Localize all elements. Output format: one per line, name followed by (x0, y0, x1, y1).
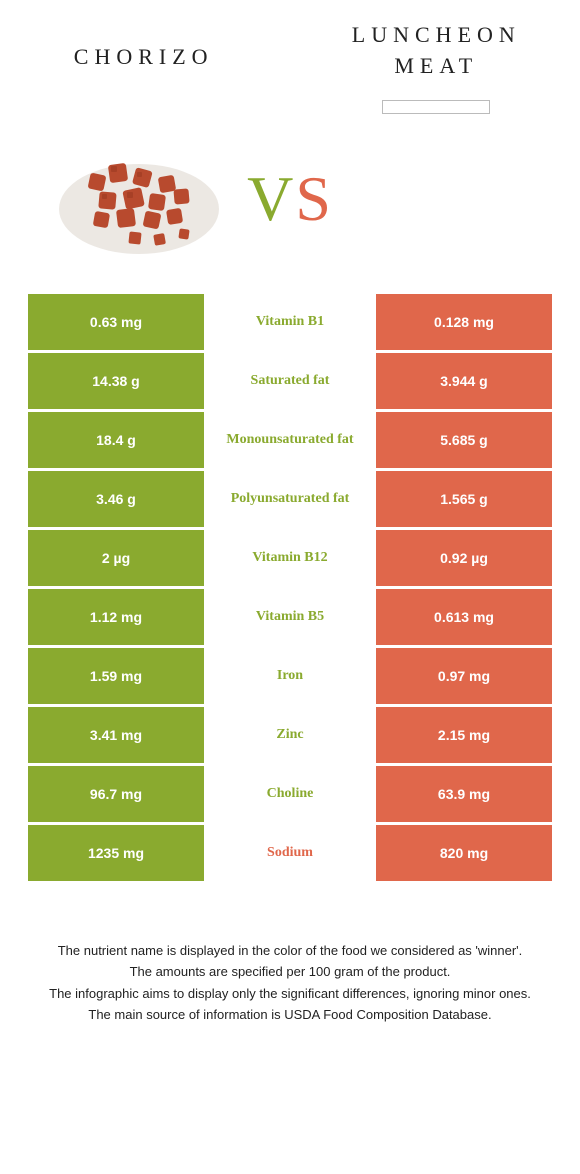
value-left: 2 µg (28, 530, 204, 586)
table-row: 3.41 mg Zinc 2.15 mg (28, 707, 552, 763)
nutrient-name: Zinc (207, 707, 373, 763)
footer-line: The infographic aims to display only the… (44, 984, 536, 1004)
vs-s: S (295, 163, 333, 234)
food-title-left: CHORIZO (24, 44, 263, 70)
value-right: 0.128 mg (376, 294, 552, 350)
food-title-right: LUNCHEON MEAT (317, 20, 556, 114)
header: CHORIZO LUNCHEON MEAT (24, 20, 556, 114)
nutrient-name: Vitamin B1 (207, 294, 373, 350)
vs-row: VS (24, 134, 556, 264)
value-right: 820 mg (376, 825, 552, 881)
value-right: 1.565 g (376, 471, 552, 527)
table-row: 14.38 g Saturated fat 3.944 g (28, 353, 552, 409)
table-row: 2 µg Vitamin B12 0.92 µg (28, 530, 552, 586)
table-row: 1.59 mg Iron 0.97 mg (28, 648, 552, 704)
value-right: 2.15 mg (376, 707, 552, 763)
chorizo-image (49, 134, 229, 264)
footer-line: The main source of information is USDA F… (44, 1005, 536, 1025)
food-title-right-text: LUNCHEON MEAT (317, 20, 556, 82)
nutrient-name: Vitamin B12 (207, 530, 373, 586)
footer-notes: The nutrient name is displayed in the co… (24, 941, 556, 1025)
value-right: 63.9 mg (376, 766, 552, 822)
value-left: 3.41 mg (28, 707, 204, 763)
value-right: 0.92 µg (376, 530, 552, 586)
infographic-container: CHORIZO LUNCHEON MEAT (0, 0, 580, 1047)
nutrient-table: 0.63 mg Vitamin B1 0.128 mg 14.38 g Satu… (28, 294, 552, 881)
value-left: 96.7 mg (28, 766, 204, 822)
nutrient-name: Choline (207, 766, 373, 822)
table-row: 1.12 mg Vitamin B5 0.613 mg (28, 589, 552, 645)
table-row: 96.7 mg Choline 63.9 mg (28, 766, 552, 822)
table-row: 0.63 mg Vitamin B1 0.128 mg (28, 294, 552, 350)
footer-line: The nutrient name is displayed in the co… (44, 941, 536, 961)
table-row: 3.46 g Polyunsaturated fat 1.565 g (28, 471, 552, 527)
value-right: 5.685 g (376, 412, 552, 468)
value-left: 1235 mg (28, 825, 204, 881)
nutrient-name: Polyunsaturated fat (207, 471, 373, 527)
table-row: 18.4 g Monounsaturated fat 5.685 g (28, 412, 552, 468)
vs-label: VS (247, 162, 333, 236)
value-left: 14.38 g (28, 353, 204, 409)
nutrient-name: Monounsaturated fat (207, 412, 373, 468)
image-placeholder-right (382, 100, 490, 114)
value-left: 1.59 mg (28, 648, 204, 704)
vs-v: V (247, 163, 295, 234)
luncheon-image-space (351, 134, 531, 264)
value-left: 3.46 g (28, 471, 204, 527)
value-right: 3.944 g (376, 353, 552, 409)
table-row: 1235 mg Sodium 820 mg (28, 825, 552, 881)
value-right: 0.97 mg (376, 648, 552, 704)
footer-line: The amounts are specified per 100 gram o… (44, 962, 536, 982)
value-left: 1.12 mg (28, 589, 204, 645)
nutrient-name: Sodium (207, 825, 373, 881)
value-left: 0.63 mg (28, 294, 204, 350)
nutrient-name: Iron (207, 648, 373, 704)
nutrient-name: Vitamin B5 (207, 589, 373, 645)
value-right: 0.613 mg (376, 589, 552, 645)
chorizo-icon (49, 134, 229, 264)
value-left: 18.4 g (28, 412, 204, 468)
nutrient-name: Saturated fat (207, 353, 373, 409)
